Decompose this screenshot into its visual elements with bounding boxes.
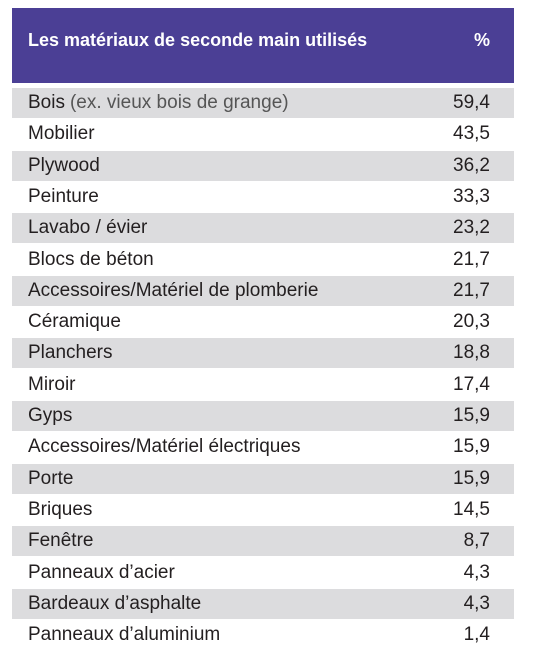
table-row: Accessoires/Matériel de plomberie 21,7 bbox=[12, 275, 514, 306]
row-value: 8,7 bbox=[463, 530, 490, 552]
row-label: Plywood bbox=[28, 154, 100, 176]
table-row: Accessoires/Matériel électriques 15,9 bbox=[12, 432, 514, 462]
table-row: Peinture 33,3 bbox=[12, 182, 514, 212]
table-row: Mobilier 43,5 bbox=[12, 119, 514, 149]
table-row: Bois (ex. vieux bois de grange) 59,4 bbox=[12, 88, 514, 118]
table-row: Blocs de béton 21,7 bbox=[12, 245, 514, 275]
row-label: Peinture bbox=[28, 185, 99, 207]
row-label: Accessoires/Matériel de plomberie bbox=[28, 279, 319, 301]
row-label: Porte bbox=[28, 467, 74, 489]
row-value: 21,7 bbox=[453, 279, 490, 301]
table-row: Planchers 18,8 bbox=[12, 338, 514, 369]
row-value: 15,9 bbox=[453, 467, 490, 489]
row-label: Bardeaux d’asphalte bbox=[28, 592, 202, 614]
row-label: Fenêtre bbox=[28, 530, 94, 552]
row-label: Lavabo / évier bbox=[28, 217, 148, 239]
table-row: Bardeaux d’asphalte 4,3 bbox=[12, 588, 514, 619]
row-value: 15,9 bbox=[453, 436, 490, 458]
table-row: Panneaux d’acier 4,3 bbox=[12, 558, 514, 588]
table-row: Fenêtre 8,7 bbox=[12, 526, 514, 557]
row-note: (ex. vieux bois de grange) bbox=[69, 92, 289, 113]
row-value: 1,4 bbox=[463, 624, 490, 646]
row-label: Gyps bbox=[28, 405, 73, 426]
row-label: Bois (ex. vieux bois de grange) bbox=[28, 92, 289, 113]
table-row: Panneaux d’aluminium 1,4 bbox=[12, 620, 514, 650]
row-label: Miroir bbox=[28, 373, 76, 395]
row-value: 4,3 bbox=[463, 592, 490, 614]
row-value: 14,5 bbox=[453, 498, 490, 520]
row-label: Briques bbox=[28, 498, 93, 520]
row-value: 36,2 bbox=[453, 154, 490, 176]
row-label: Panneaux d’acier bbox=[28, 561, 175, 583]
row-value: 21,7 bbox=[453, 248, 490, 270]
table-row: Gyps 15,9 bbox=[12, 401, 514, 431]
row-value: 59,4 bbox=[453, 92, 490, 113]
row-label: Blocs de béton bbox=[28, 248, 154, 270]
row-value: 23,2 bbox=[453, 217, 490, 239]
table-row: Miroir 17,4 bbox=[12, 370, 514, 400]
table-row: Briques 14,5 bbox=[12, 495, 514, 525]
row-value: 33,3 bbox=[453, 185, 490, 207]
row-value: 4,3 bbox=[463, 561, 490, 583]
row-label: Mobilier bbox=[28, 123, 95, 145]
row-label: Céramique bbox=[28, 311, 121, 333]
row-value: 20,3 bbox=[453, 311, 490, 333]
row-value: 17,4 bbox=[453, 373, 490, 395]
row-label: Accessoires/Matériel électriques bbox=[28, 436, 301, 458]
table-row: Céramique 20,3 bbox=[12, 307, 514, 337]
header-percent: % bbox=[473, 30, 490, 50]
table: Les matériaux de seconde main utilisés %… bbox=[12, 8, 514, 652]
row-value: 18,8 bbox=[453, 342, 490, 364]
row-label: Planchers bbox=[28, 342, 113, 364]
row-value: 15,9 bbox=[453, 405, 490, 426]
table-row: Lavabo / évier 23,2 bbox=[12, 213, 514, 244]
row-label: Panneaux d’aluminium bbox=[28, 624, 221, 646]
table-header: Les matériaux de seconde main utilisés % bbox=[12, 8, 514, 83]
table-row: Porte 15,9 bbox=[12, 463, 514, 494]
row-value: 43,5 bbox=[453, 123, 490, 145]
table-row: Plywood 36,2 bbox=[12, 150, 514, 181]
header-label: Les matériaux de seconde main utilisés bbox=[28, 30, 368, 50]
